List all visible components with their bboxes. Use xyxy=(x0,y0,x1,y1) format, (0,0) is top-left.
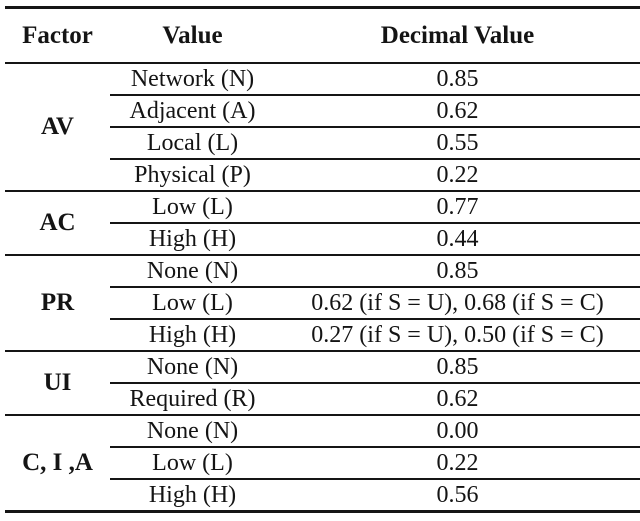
value-cell: Adjacent (A) xyxy=(129,97,256,124)
factor-label: PR xyxy=(40,289,75,316)
factor-label: AV xyxy=(41,113,74,140)
factor-rows: Network (N) 0.85 Adjacent (A) 0.62 Local (L)… xyxy=(110,64,640,190)
value-cell: None (N) xyxy=(146,257,239,284)
table-bottom-rule xyxy=(5,510,640,513)
header-decimal-value: Decimal Value xyxy=(380,21,535,49)
value-cell: Network (N) xyxy=(130,65,255,92)
table-row: None (N) 0.85 xyxy=(110,352,640,382)
decimal-value-cell: 0.85 xyxy=(436,353,479,380)
table-row: Required (R) 0.62 xyxy=(110,382,640,414)
table-row: High (H) 0.56 xyxy=(110,478,640,510)
table-row: High (H) 0.44 xyxy=(110,222,640,254)
table-header-row: Factor Value Decimal Value xyxy=(5,9,640,64)
factor-rows: Low (L) 0.77 High (H) 0.44 xyxy=(110,192,640,254)
factor-group: AC Low (L) 0.77 High (H) 0.44 xyxy=(5,190,640,254)
value-cell: Physical (P) xyxy=(134,161,251,188)
table-row: Low (L) 0.77 xyxy=(110,192,640,222)
header-value: Value xyxy=(162,21,223,49)
value-cell: Low (L) xyxy=(152,289,233,316)
table-row: Local (L) 0.55 xyxy=(110,126,640,158)
factor-label: AC xyxy=(39,209,76,236)
decimal-value-cell: 0.62 (if S = U), 0.68 (if S = C) xyxy=(311,289,604,316)
decimal-value-cell: 0.22 xyxy=(436,161,479,188)
value-cell: Low (L) xyxy=(152,193,233,220)
decimal-value-cell: 0.00 xyxy=(436,417,479,444)
table-row: Physical (P) 0.22 xyxy=(110,158,640,190)
table-row: None (N) 0.85 xyxy=(110,256,640,286)
decimal-value-cell: 0.44 xyxy=(436,225,479,252)
factor-group: C, I ,A None (N) 0.00 Low (L) 0.22 High (H) 0.… xyxy=(5,414,640,510)
value-cell: None (N) xyxy=(146,417,239,444)
table-row: High (H) 0.27 (if S = U), 0.50 (if S = C) xyxy=(110,318,640,350)
value-cell: None (N) xyxy=(146,353,239,380)
value-cell: Required (R) xyxy=(129,385,256,412)
factor-rows: None (N) 0.00 Low (L) 0.22 High (H) 0.56 xyxy=(110,416,640,510)
value-cell: Low (L) xyxy=(152,449,233,476)
factor-rows: None (N) 0.85 Low (L) 0.62 (if S = U), 0.68… xyxy=(110,256,640,350)
value-cell: High (H) xyxy=(148,225,237,252)
value-cell: Local (L) xyxy=(146,129,239,156)
factor-label: C, I ,A xyxy=(22,449,93,476)
factor-group: PR None (N) 0.85 Low (L) 0.62 (if S = U), 0.… xyxy=(5,254,640,350)
header-factor: Factor xyxy=(22,21,93,49)
table-row: Network (N) 0.85 xyxy=(110,64,640,94)
decimal-value-cell: 0.62 xyxy=(436,385,479,412)
decimal-value-cell: 0.27 (if S = U), 0.50 (if S = C) xyxy=(311,321,604,348)
decimal-value-cell: 0.55 xyxy=(436,129,479,156)
table-body: AV Network (N) 0.85 Adjacent (A) 0.62 Local (… xyxy=(5,64,640,510)
factor-group: AV Network (N) 0.85 Adjacent (A) 0.62 Local (… xyxy=(5,64,640,190)
table-row: Low (L) 0.62 (if S = U), 0.68 (if S = C) xyxy=(110,286,640,318)
factor-group: UI None (N) 0.85 Required (R) 0.62 xyxy=(5,350,640,414)
decimal-value-cell: 0.85 xyxy=(436,65,479,92)
cvss-factor-table: Factor Value Decimal Value AV Network (N)… xyxy=(5,6,640,513)
decimal-value-cell: 0.77 xyxy=(436,193,479,220)
factor-label: UI xyxy=(43,369,72,396)
value-cell: High (H) xyxy=(148,481,237,508)
decimal-value-cell: 0.22 xyxy=(436,449,479,476)
decimal-value-cell: 0.85 xyxy=(436,257,479,284)
table-row: Low (L) 0.22 xyxy=(110,446,640,478)
value-cell: High (H) xyxy=(148,321,237,348)
table-row: None (N) 0.00 xyxy=(110,416,640,446)
decimal-value-cell: 0.56 xyxy=(436,481,479,508)
factor-rows: None (N) 0.85 Required (R) 0.62 xyxy=(110,352,640,414)
table-row: Adjacent (A) 0.62 xyxy=(110,94,640,126)
decimal-value-cell: 0.62 xyxy=(436,97,479,124)
